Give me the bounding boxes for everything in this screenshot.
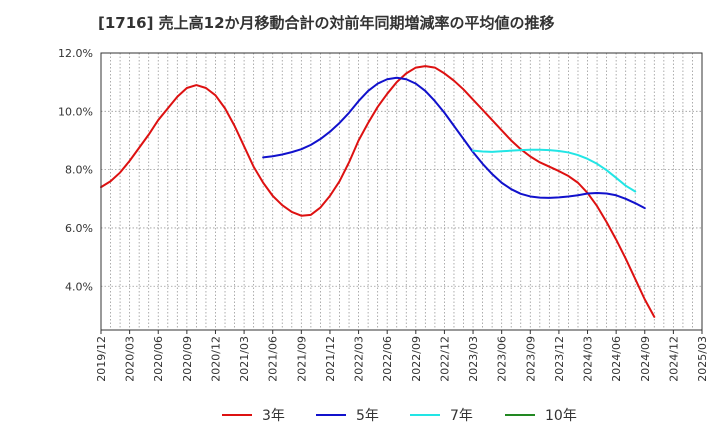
plot-border: [100, 52, 703, 331]
y-tick-label: 4.0%: [65, 280, 93, 293]
y-tick-label: 6.0%: [65, 222, 93, 235]
x-tick-label: 2024/09: [639, 336, 652, 382]
legend-swatch-5y: [316, 414, 346, 416]
x-tick-label: 2020/06: [152, 336, 165, 382]
x-tick-label: 2023/06: [496, 336, 509, 382]
x-tick-label: 2024/06: [610, 336, 623, 382]
series-line-2: [472, 148, 637, 193]
y-tick-label: 8.0%: [65, 164, 93, 177]
legend-item-5y: 5年: [316, 402, 379, 428]
x-tick-label: 2022/12: [438, 336, 451, 382]
legend-label-3y: 3年: [262, 408, 285, 424]
series-line-1: [262, 76, 646, 210]
legend-label-7y: 7年: [450, 408, 473, 424]
x-tick-label: 2019/12: [95, 336, 108, 382]
legend-item-10y: 10年: [505, 402, 577, 428]
x-tick-label: 2021/03: [238, 336, 251, 382]
x-tick-label: 2023/09: [524, 336, 537, 382]
y-tick-label: 12.0%: [58, 47, 93, 60]
x-tick-label: 2021/06: [267, 336, 280, 382]
legend-swatch-7y: [410, 414, 440, 416]
plot-area: [101, 53, 702, 330]
legend: 3年 5年 7年 10年: [0, 402, 720, 428]
legend-item-7y: 7年: [410, 402, 473, 428]
x-tick-label: 2025/03: [696, 336, 709, 382]
grid: [100, 52, 703, 330]
y-tick-label: 10.0%: [58, 105, 93, 118]
x-tick-label: 2020/12: [209, 336, 222, 382]
legend-swatch-3y: [222, 414, 252, 416]
series-line-0: [100, 65, 656, 318]
series-lines: [100, 65, 656, 318]
legend-label-10y: 10年: [545, 408, 577, 424]
x-tick-label: 2023/03: [467, 336, 480, 382]
x-tick-label: 2022/03: [353, 336, 366, 382]
x-tick-label: 2023/12: [553, 336, 566, 382]
chart-title: [1716] 売上高12か月移動合計の対前年同期増減率の平均値の推移: [98, 14, 555, 32]
legend-label-5y: 5年: [356, 408, 379, 424]
x-tick-label: 2020/03: [124, 336, 137, 382]
axes: 4.0% 6.0% 8.0% 10.0% 12.0% 2019/12 2020/03 2020…: [58, 47, 709, 382]
x-tick-label: 2020/09: [181, 336, 194, 382]
x-tick-label: 2022/06: [381, 336, 394, 382]
x-tick-label: 2024/03: [582, 336, 595, 382]
x-tick-label: 2021/09: [295, 336, 308, 382]
x-tick-label: 2022/09: [410, 336, 423, 382]
legend-item-3y: 3年: [222, 402, 285, 428]
x-tick-label: 2021/12: [324, 336, 337, 382]
legend-swatch-10y: [505, 414, 535, 416]
x-tick-label: 2024/12: [667, 336, 680, 382]
